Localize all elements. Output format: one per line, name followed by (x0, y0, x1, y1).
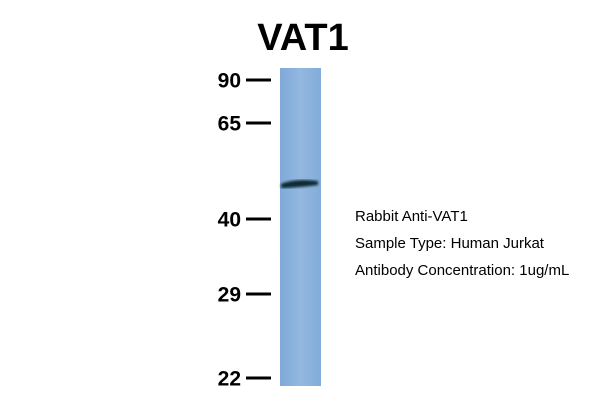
marker-label: 29 (218, 284, 241, 307)
marker-label: 22 (218, 368, 241, 391)
title: VAT1 (257, 17, 349, 59)
annotations: Rabbit Anti-VAT1 Sample Type: Human Jurk… (355, 208, 569, 279)
annotation: Sample Type: Human Jurkat (355, 235, 545, 252)
marker-label: 40 (218, 209, 241, 232)
annotation: Antibody Concentration: 1ug/mL (355, 262, 569, 279)
marker-label: 65 (218, 113, 242, 136)
annotation: Rabbit Anti-VAT1 (355, 208, 468, 225)
marker-ladder: 90 65 40 29 22 (218, 70, 271, 391)
protein-band (281, 180, 318, 188)
gel-lane (280, 68, 321, 386)
marker-label: 90 (218, 70, 241, 93)
